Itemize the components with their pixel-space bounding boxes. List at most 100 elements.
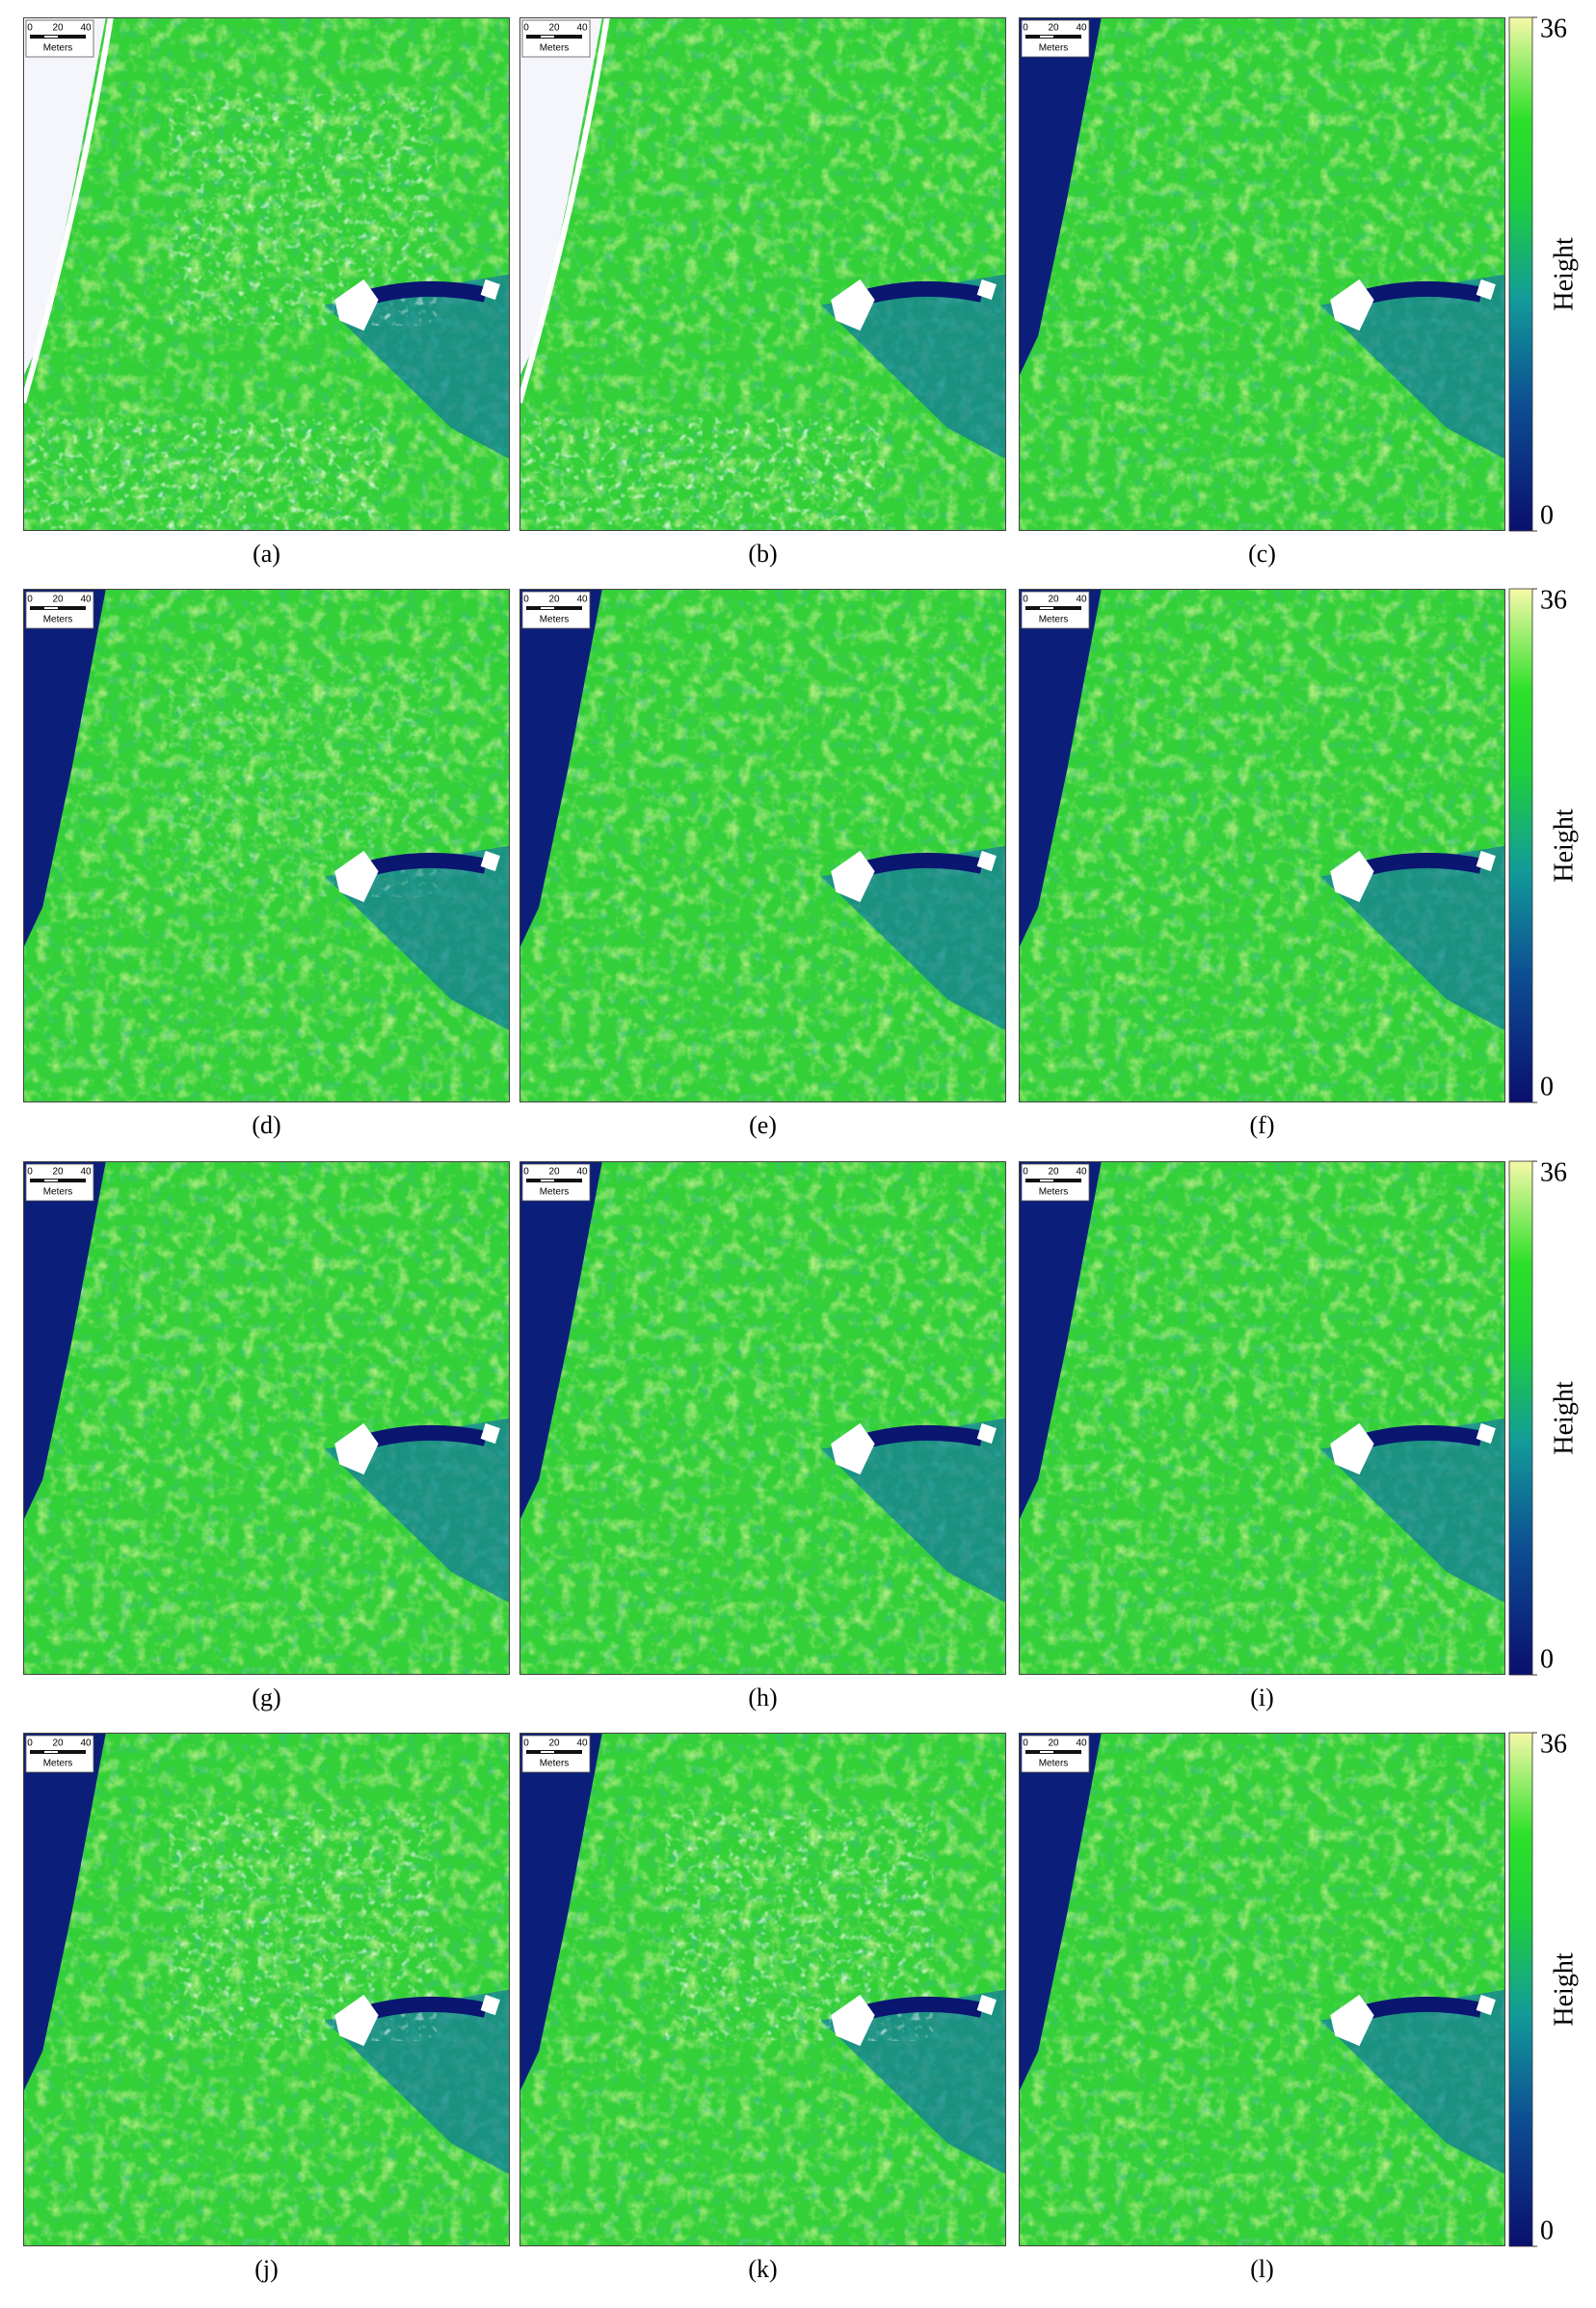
scale-bar-seg — [541, 1180, 554, 1181]
panel-label: (j) — [254, 2255, 279, 2283]
map-image — [519, 1161, 1006, 1675]
scale-bar-tick-label: 20 — [548, 23, 560, 34]
panel-border — [1019, 1161, 1505, 1675]
building — [1330, 1422, 1374, 1475]
panel-label: (b) — [748, 540, 777, 568]
building — [831, 279, 875, 332]
scale-bar-tick-label: 20 — [1048, 23, 1059, 34]
scale-bar-tick-label: 0 — [1023, 23, 1028, 34]
left-strip — [1019, 17, 1102, 378]
panel-label: (i) — [1250, 1684, 1274, 1711]
scale-bar-tick-label: 0 — [523, 1167, 529, 1178]
panel-border — [1019, 589, 1505, 1102]
scale-bar-unit: Meters — [540, 1759, 570, 1769]
scale-bar-tick-label: 0 — [1023, 1167, 1028, 1178]
scale-bar-unit: Meters — [540, 1187, 570, 1198]
panel-border — [1019, 17, 1505, 531]
building — [831, 1422, 875, 1475]
scale-bar-unit: Meters — [1039, 1759, 1069, 1769]
scale-bar-seg — [44, 607, 58, 609]
scale-bar-tick-label: 40 — [1076, 23, 1087, 34]
panel-label: (d) — [252, 1111, 280, 1139]
map-panel: 0 20 40 Meters — [23, 1161, 510, 1675]
scale-bar: 0 20 40 Meters — [521, 1735, 591, 1773]
building — [1476, 1422, 1496, 1445]
panel-label: (c) — [1248, 540, 1276, 568]
colorbar — [1508, 1160, 1533, 1676]
map-panel: 0 20 40 Meters — [519, 589, 1006, 1102]
building — [831, 850, 875, 903]
scale-bar-tick-label: 40 — [1076, 595, 1087, 605]
shade-texture — [519, 1161, 1006, 1675]
scale-bar-unit: Meters — [43, 43, 73, 54]
building — [976, 1994, 997, 2016]
scale-bar-tick-label: 20 — [52, 1167, 64, 1178]
scale-bar-tick-label: 0 — [1023, 595, 1028, 605]
scale-bar: 0 20 40 Meters — [1021, 1735, 1090, 1773]
panel-border — [519, 1161, 1006, 1675]
left-strip — [1019, 589, 1102, 949]
building — [831, 1994, 875, 2047]
shade-texture — [1019, 1161, 1505, 1675]
building — [1330, 850, 1374, 903]
map-panel: 0 20 40 Meters — [1019, 17, 1505, 531]
scale-bar-tick-label: 40 — [1076, 1167, 1087, 1178]
building — [334, 279, 379, 332]
map-image — [1019, 589, 1505, 1102]
colorbar-tick-label: 36 — [1540, 1729, 1567, 1759]
building — [976, 1422, 997, 1445]
map-panel: 0 20 40 Meters — [23, 1733, 510, 2246]
left-strip — [519, 1161, 602, 1522]
scale-bar: 0 20 40 Meters — [521, 591, 591, 629]
shade-texture — [1019, 589, 1505, 1102]
scale-bar-unit: Meters — [1039, 615, 1069, 625]
panel-label: (g) — [252, 1684, 280, 1711]
building — [480, 279, 500, 301]
map-panel: 0 20 40 Meters — [1019, 1733, 1505, 2246]
scale-bar-tick-label: 0 — [27, 595, 33, 605]
scale-bar-tick-label: 20 — [52, 1738, 64, 1749]
road — [23, 17, 114, 404]
scale-bar: 0 20 40 Meters — [25, 1163, 94, 1202]
colorbar-label: Height — [1549, 237, 1579, 310]
scale-bar-tick-label: 0 — [27, 23, 33, 34]
panel-label: (a) — [253, 540, 280, 568]
left-strip — [519, 1733, 602, 2093]
left-strip — [519, 17, 602, 378]
scale-bar-tick-label: 0 — [27, 1738, 33, 1749]
map-panel: 0 20 40 Meters — [1019, 589, 1505, 1102]
map-panel: 0 20 40 Meters — [519, 1733, 1006, 2246]
panel-label: (k) — [748, 2255, 777, 2283]
panel-border — [519, 1733, 1006, 2246]
scale-bar-unit: Meters — [43, 615, 73, 625]
scale-bar-unit: Meters — [540, 43, 570, 54]
colorbar-tick-label: 0 — [1540, 1072, 1554, 1101]
colorbar-tick-label: 0 — [1540, 1644, 1554, 1674]
scale-bar-tick-label: 20 — [52, 23, 64, 34]
scale-bar-unit: Meters — [540, 615, 570, 625]
scale-bar-tick-label: 20 — [548, 1738, 560, 1749]
building — [1476, 1994, 1496, 2016]
building — [480, 1422, 500, 1445]
scale-bar-tick-label: 0 — [27, 1167, 33, 1178]
scale-bar-seg — [541, 607, 554, 609]
scale-bar-tick-label: 20 — [548, 595, 560, 605]
scale-bar-tick-label: 20 — [1048, 1738, 1059, 1749]
left-strip — [23, 589, 106, 949]
scale-bar-tick-label: 40 — [1076, 1738, 1087, 1749]
scale-bar-seg — [44, 36, 58, 38]
colorbar-label: Height — [1549, 809, 1579, 882]
scale-bar: 0 20 40 Meters — [1021, 1163, 1090, 1202]
scale-bar-seg — [541, 1751, 554, 1753]
map-image — [23, 17, 510, 531]
scale-bar-seg — [44, 1180, 58, 1181]
panel-border — [1019, 1733, 1505, 2246]
scale-bar-tick-label: 40 — [576, 23, 588, 34]
left-strip — [1019, 1733, 1102, 2093]
scale-bar-tick-label: 40 — [576, 595, 588, 605]
scale-bar-unit: Meters — [1039, 1187, 1069, 1198]
scale-bar-tick-label: 40 — [576, 1167, 588, 1178]
colorbar-tick-label: 36 — [1540, 585, 1567, 615]
